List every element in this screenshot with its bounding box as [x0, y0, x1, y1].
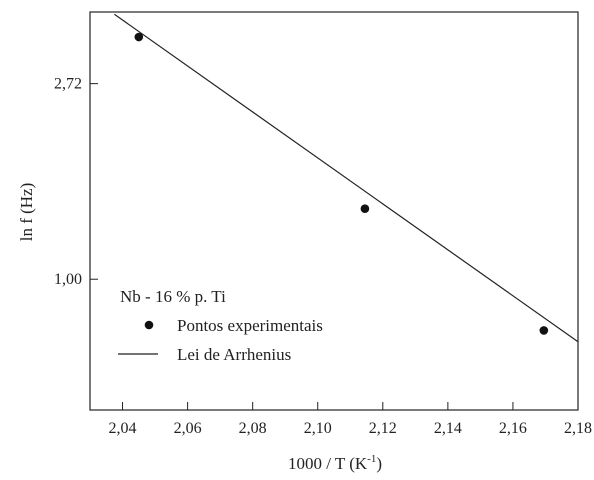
legend-label-arrhenius: Lei de Arrhenius [177, 345, 291, 364]
data-point [134, 32, 144, 42]
data-point [539, 326, 549, 335]
x-tick-label: 2,04 [109, 420, 137, 437]
x-tick-label: 2,12 [369, 420, 397, 437]
annotation-label: Nb - 16 % p. Ti [120, 287, 226, 306]
series-layer [114, 13, 579, 343]
arrhenius-fit-line [114, 13, 579, 343]
x-tick-label: 2,08 [239, 420, 267, 437]
y-tick-label: 1,00 [54, 271, 82, 288]
y-tick-label: 2,72 [54, 76, 82, 93]
x-axis-ticks: 2,04 2,06 2,08 2,10 2,12 2,14 2,16 2,18 [109, 402, 592, 437]
x-tick-label: 2,06 [174, 420, 202, 437]
x-tick-label: 2,14 [434, 420, 462, 437]
x-tick-label: 2,18 [564, 420, 592, 437]
plot-frame [89, 11, 579, 411]
legend-marker-points [144, 320, 154, 330]
data-point [360, 204, 370, 214]
x-axis-title: 1000 / T (K-1) [288, 453, 382, 473]
legend-label-points: Pontos experimentais [177, 316, 323, 335]
y-axis-ticks: 1,00 2,72 [54, 76, 98, 288]
x-tick-label: 2,10 [304, 420, 332, 437]
x-tick-label: 2,16 [499, 420, 527, 437]
y-axis-title: ln f (Hz) [17, 183, 36, 242]
